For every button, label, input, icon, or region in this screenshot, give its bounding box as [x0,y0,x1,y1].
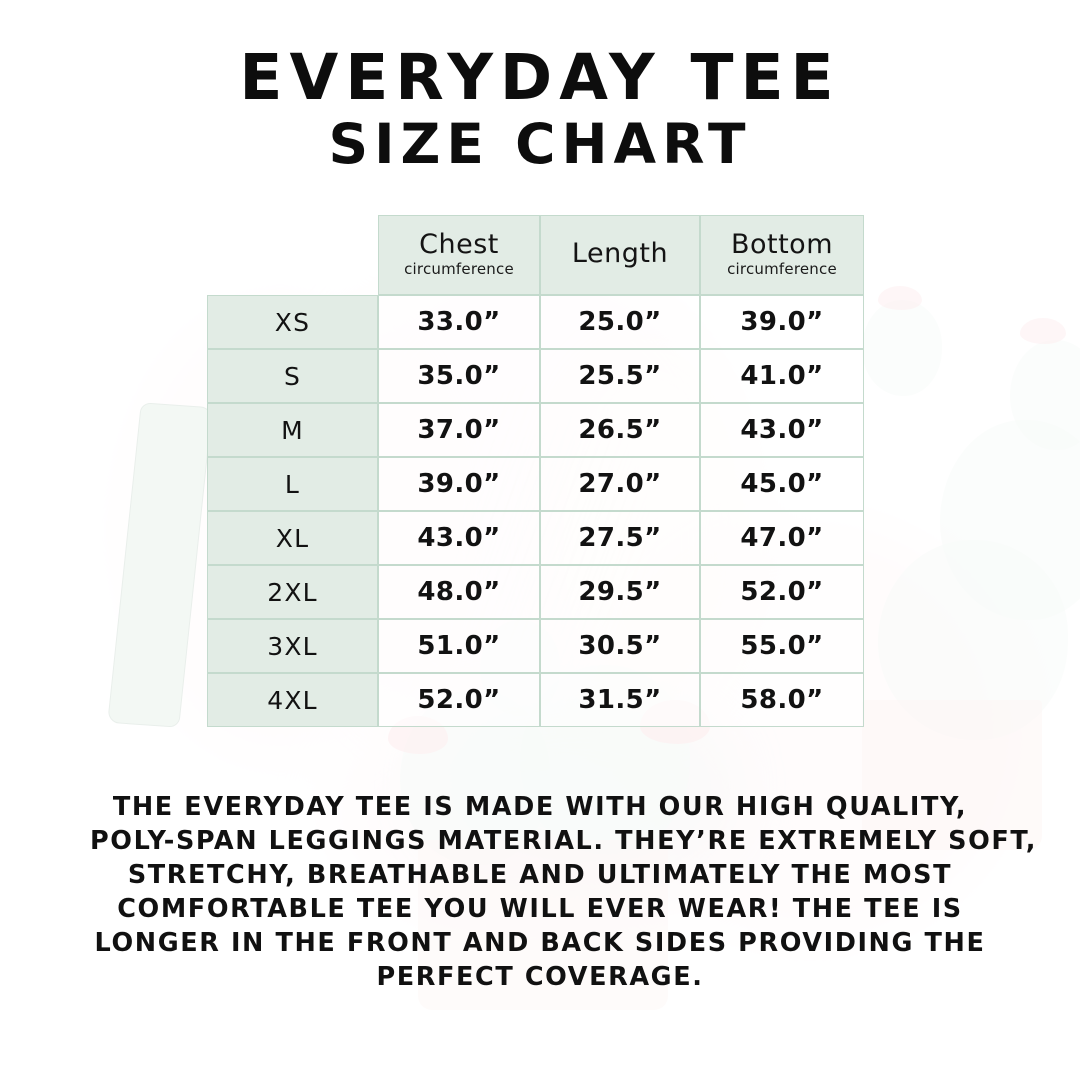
length-value: 27.5” [540,511,700,565]
size-label: XS [207,295,378,349]
bottom-value: 39.0” [700,295,864,349]
size-chart-table: Chest circumference Length Bottom circum… [207,215,864,727]
size-label: XL [207,511,378,565]
header-length-label: Length [571,238,669,270]
table-header-row: Chest circumference Length Bottom circum… [207,215,864,295]
white-overlay-bottom [0,1020,1080,1080]
title-line-primary: EVERYDAY TEE [239,41,841,114]
length-value: 31.5” [540,673,700,727]
chest-value: 33.0” [378,295,540,349]
length-value: 26.5” [540,403,700,457]
description-line: LONGER IN THE FRONT AND BACK SIDES PROVI… [94,928,986,958]
description-line: PERFECT COVERAGE. [376,962,704,992]
table-row: S 35.0” 25.5” 41.0” [207,349,864,403]
table-header-chest: Chest circumference [378,215,540,295]
cactus-pad-icon [1010,340,1080,450]
length-value: 25.5” [540,349,700,403]
bottom-value: 58.0” [700,673,864,727]
length-value: 25.0” [540,295,700,349]
chest-value: 52.0” [378,673,540,727]
header-bottom-label: Bottom [730,228,834,260]
chest-value: 39.0” [378,457,540,511]
table-row: XS 33.0” 25.0” 39.0” [207,295,864,349]
size-label: 2XL [207,565,378,619]
table-header-length: Length [540,215,700,295]
chest-value: 48.0” [378,565,540,619]
page-title: EVERYDAY TEE SIZE CHART [0,41,1080,177]
cactus-pad-icon [862,300,942,396]
table-row: XL 43.0” 27.5” 47.0” [207,511,864,565]
bottom-value: 45.0” [700,457,864,511]
cactus-bloom-icon [1020,318,1066,344]
size-label: L [207,457,378,511]
chest-value: 51.0” [378,619,540,673]
cactus-pad-icon [940,420,1080,620]
description-line: COMFORTABLE TEE YOU WILL EVER WEAR! THE … [117,894,963,924]
cactus-bloom-icon [878,286,922,310]
length-value: 30.5” [540,619,700,673]
table-row: L 39.0” 27.0” 45.0” [207,457,864,511]
ghost-letter-stroke [107,402,213,728]
title-line-secondary: SIZE CHART [328,112,752,177]
size-label: 4XL [207,673,378,727]
cactus-pad-icon [878,540,1068,740]
bottom-value: 55.0” [700,619,864,673]
bottom-value: 52.0” [700,565,864,619]
table-header-corner [207,215,378,295]
size-label: 3XL [207,619,378,673]
table-header-bottom: Bottom circumference [700,215,864,295]
description-line: POLY-SPAN LEGGINGS MATERIAL. THEY’RE EXT… [90,826,1038,856]
length-value: 27.0” [540,457,700,511]
length-value: 29.5” [540,565,700,619]
chest-value: 37.0” [378,403,540,457]
size-label: S [207,349,378,403]
bottom-value: 47.0” [700,511,864,565]
header-chest-sublabel: circumference [404,260,514,279]
product-description: THE EVERYDAY TEE IS MADE WITH OUR HIGH Q… [90,790,1038,994]
header-bottom-sublabel: circumference [727,260,837,279]
chest-value: 35.0” [378,349,540,403]
header-chest-label: Chest [419,228,499,260]
bottom-value: 41.0” [700,349,864,403]
chest-value: 43.0” [378,511,540,565]
table-row: 3XL 51.0” 30.5” 55.0” [207,619,864,673]
description-line: THE EVERYDAY TEE IS MADE WITH OUR HIGH Q… [112,792,968,822]
description-line: STRETCHY, BREATHABLE AND ULTIMATELY THE … [127,860,953,890]
table-row: M 37.0” 26.5” 43.0” [207,403,864,457]
table-row: 4XL 52.0” 31.5” 58.0” [207,673,864,727]
size-label: M [207,403,378,457]
table-row: 2XL 48.0” 29.5” 52.0” [207,565,864,619]
bottom-value: 43.0” [700,403,864,457]
